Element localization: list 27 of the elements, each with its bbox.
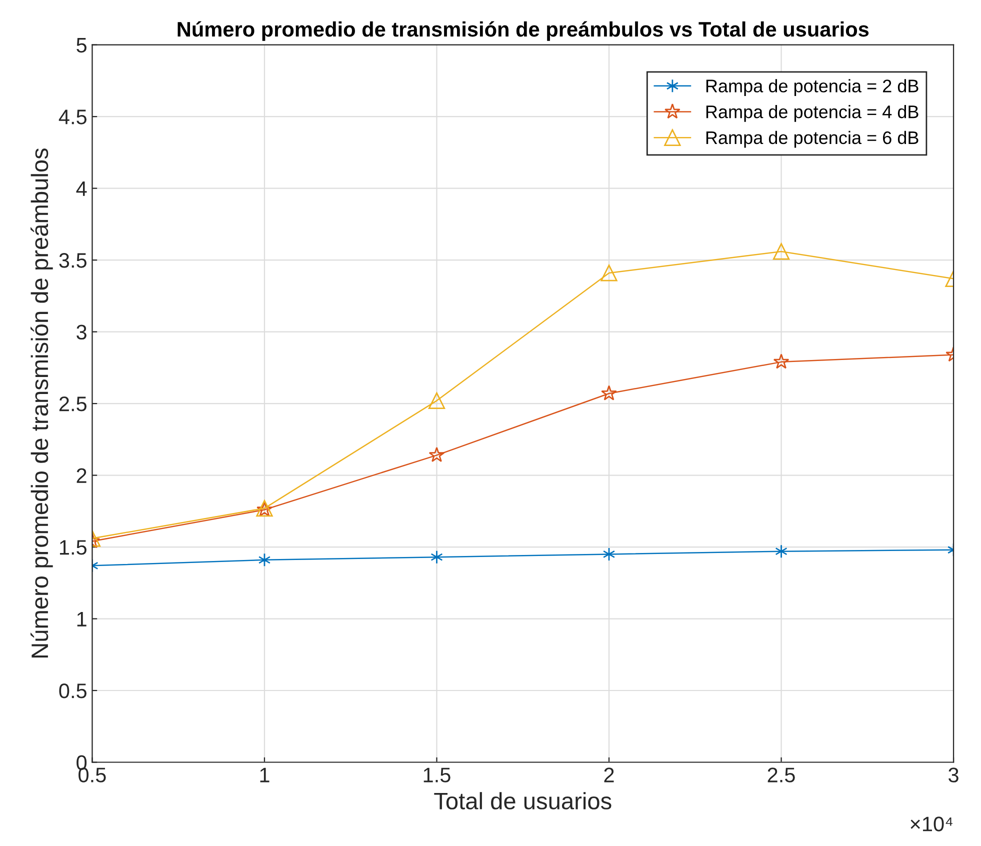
point	[600, 264, 618, 282]
y-tick-label: 2	[76, 468, 86, 483]
y-tick-label: 4.5	[58, 110, 86, 124]
y-tick-label: 1.5	[60, 540, 86, 555]
y-tick-label: 2.5	[59, 396, 86, 412]
point	[601, 385, 617, 400]
y-tick-label: 3.5	[59, 253, 86, 268]
legend-label: Rampa de potencia = 2 dB	[706, 79, 918, 96]
y-tick-label: 4	[76, 182, 87, 196]
y-axis-title: Número promedio de transmisión de preámbulos	[30, 148, 53, 658]
y-tick-label: 3	[76, 324, 86, 340]
x-tick-label: 2.5	[768, 768, 795, 782]
legend-label: Rampa de potencia = 4 dB	[706, 105, 918, 122]
y-tick-label: 0.5	[59, 684, 86, 698]
x-tick-label: 3	[948, 768, 958, 782]
x-tick-label: 1.5	[424, 768, 450, 782]
x-axis-title: Total de usuarios	[434, 792, 612, 810]
chart-title: Número promedio de transmisión de preámbulos vs Total de usuarios	[178, 21, 869, 41]
text: ×10⁴	[910, 816, 952, 832]
x-tick-label: 2	[604, 768, 614, 782]
y-tick-label: 5	[76, 38, 86, 53]
point	[428, 392, 446, 410]
x-tick-label: 1	[260, 768, 270, 782]
y-tick-label: 1	[77, 612, 86, 626]
legend-label: Rampa de potencia = 6 dB	[706, 130, 918, 148]
point	[428, 446, 445, 462]
point	[430, 550, 443, 564]
